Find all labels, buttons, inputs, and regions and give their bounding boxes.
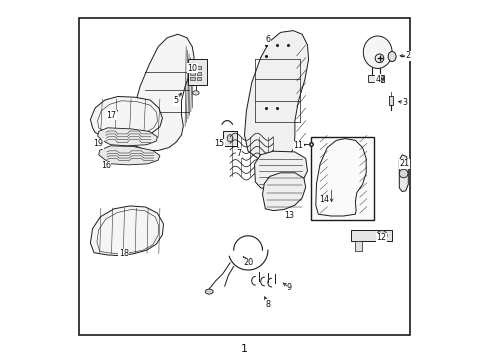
- Bar: [223, 131, 237, 146]
- Text: 7: 7: [236, 149, 241, 158]
- Text: 13: 13: [284, 211, 294, 220]
- Polygon shape: [254, 151, 307, 190]
- Text: 19: 19: [93, 139, 103, 148]
- Text: 9: 9: [286, 284, 291, 292]
- Polygon shape: [90, 206, 163, 256]
- Bar: [190, 66, 194, 69]
- Bar: [187, 59, 207, 85]
- Ellipse shape: [192, 91, 199, 95]
- Ellipse shape: [205, 289, 213, 294]
- Text: 12: 12: [375, 233, 386, 242]
- Text: 20: 20: [243, 258, 253, 267]
- Text: 5: 5: [173, 96, 178, 105]
- Text: 10: 10: [187, 64, 197, 73]
- Text: 4: 4: [374, 75, 380, 84]
- Circle shape: [399, 169, 407, 178]
- Bar: [190, 77, 194, 80]
- Bar: [196, 66, 201, 69]
- Ellipse shape: [363, 36, 391, 68]
- Bar: [79, 18, 409, 335]
- Bar: [310, 137, 373, 220]
- Bar: [196, 77, 201, 80]
- Bar: [196, 72, 201, 75]
- Bar: [355, 241, 361, 251]
- Text: 11: 11: [293, 141, 303, 150]
- Text: 2: 2: [405, 51, 410, 60]
- Ellipse shape: [227, 135, 232, 142]
- Text: 8: 8: [265, 300, 270, 309]
- Circle shape: [376, 230, 386, 240]
- Text: 17: 17: [106, 111, 116, 120]
- Bar: [190, 72, 194, 75]
- Text: 18: 18: [119, 249, 129, 258]
- Ellipse shape: [387, 51, 395, 62]
- Text: 14: 14: [318, 195, 328, 204]
- Bar: [387, 96, 392, 105]
- Polygon shape: [131, 34, 194, 150]
- Text: 16: 16: [101, 161, 111, 170]
- Text: 1: 1: [241, 344, 247, 354]
- Text: 21: 21: [399, 159, 409, 168]
- Polygon shape: [98, 128, 157, 146]
- Bar: [367, 75, 384, 82]
- Bar: [350, 230, 391, 241]
- Text: 3: 3: [401, 98, 407, 107]
- Polygon shape: [90, 96, 162, 140]
- Text: 6: 6: [265, 35, 270, 44]
- Polygon shape: [262, 173, 305, 211]
- Polygon shape: [399, 155, 407, 192]
- Polygon shape: [99, 146, 160, 165]
- Circle shape: [377, 75, 383, 82]
- Polygon shape: [244, 31, 308, 161]
- Text: 15: 15: [214, 139, 224, 148]
